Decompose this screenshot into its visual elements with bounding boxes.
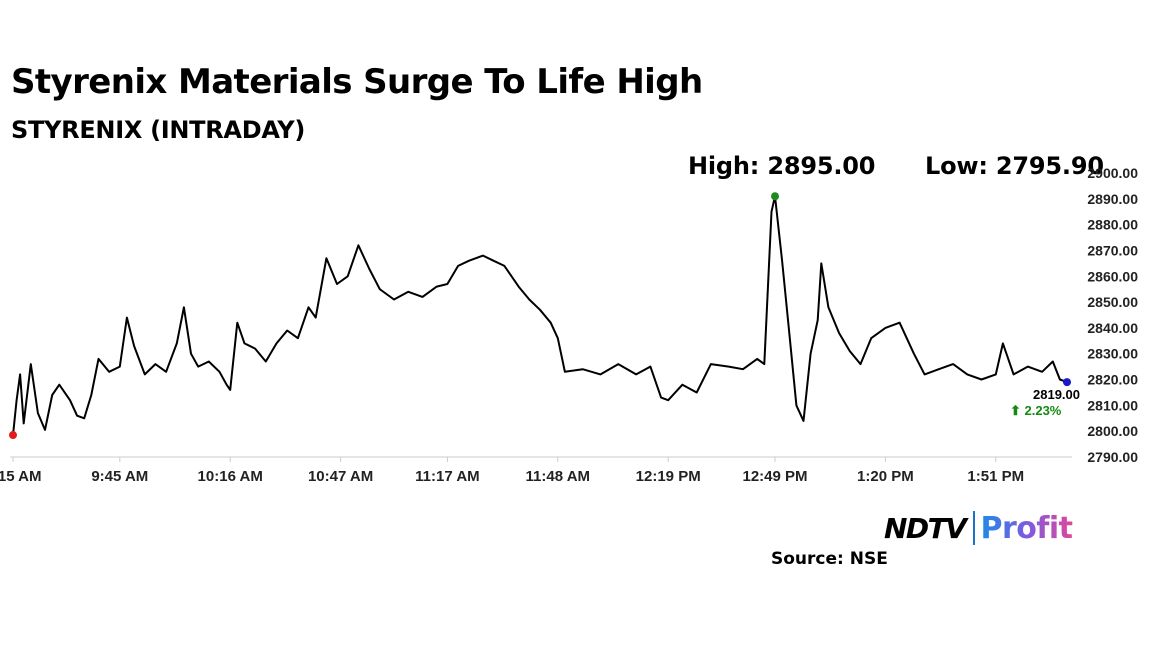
change-percent-label: ⬆ 2.23%: [1010, 403, 1062, 418]
ndtv-profit-logo: NDTV Profit: [884, 508, 1073, 548]
y-tick-label: 2790.00: [1087, 449, 1138, 465]
y-axis: 2790.00 2800.00 2810.00 2820.00 2830.00 2840.…: [1087, 165, 1138, 465]
x-tick-label: 12:19 PM: [636, 468, 701, 485]
high-value: High: 2895.00: [688, 152, 876, 180]
brand-divider: [973, 511, 976, 545]
x-tick-label: 10:16 AM: [198, 468, 263, 485]
low-value: Low: 2795.90: [925, 152, 1104, 180]
x-tick-label: 10:47 AM: [308, 468, 373, 485]
y-tick-label: 2860.00: [1087, 268, 1138, 284]
start-marker: [9, 431, 17, 440]
y-tick-label: 2800.00: [1087, 423, 1138, 439]
y-tick-label: 2890.00: [1087, 191, 1138, 207]
x-axis: 9:15 AM 9:45 AM 10:16 AM 10:47 AM 11:17 AM 11…: [0, 457, 1024, 485]
x-tick-label: 12:49 PM: [742, 468, 807, 485]
price-line: [12, 195, 1068, 436]
y-tick-label: 2870.00: [1087, 242, 1138, 258]
source-note: Source: NSE: [771, 549, 888, 569]
y-tick-label: 2830.00: [1087, 346, 1138, 362]
y-tick-label: 2840.00: [1087, 320, 1138, 336]
x-tick-label: 1:51 PM: [967, 468, 1024, 485]
x-tick-label: 9:45 AM: [91, 468, 148, 485]
chart-title: Styrenix Materials Surge To Life High: [11, 62, 703, 102]
y-tick-label: 2900.00: [1087, 165, 1138, 181]
chart-subtitle: STYRENIX (INTRADAY): [11, 116, 306, 144]
brand-profit: Profit: [980, 510, 1073, 546]
last-price-marker: [1063, 378, 1071, 387]
y-tick-label: 2820.00: [1087, 372, 1138, 388]
y-tick-label: 2850.00: [1087, 294, 1138, 310]
x-tick-label: 9:15 AM: [0, 468, 41, 485]
last-price-label: 2819.00: [1033, 387, 1080, 402]
x-tick-label: 11:17 AM: [415, 468, 479, 485]
x-tick-label: 11:48 AM: [526, 468, 590, 485]
high-marker: [771, 192, 780, 201]
y-tick-label: 2810.00: [1087, 397, 1138, 413]
x-tick-label: 1:20 PM: [857, 468, 914, 485]
y-tick-label: 2880.00: [1087, 217, 1138, 233]
brand-ndtv: NDTV: [884, 511, 967, 545]
